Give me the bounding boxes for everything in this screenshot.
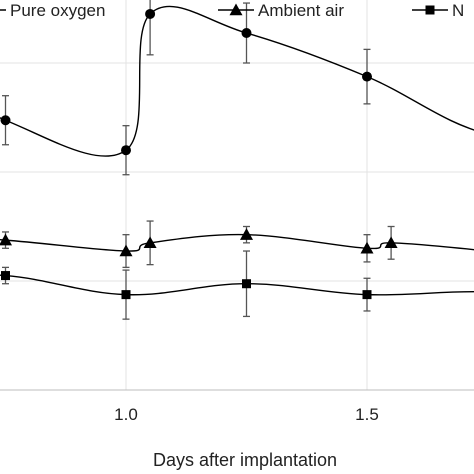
data-point [145, 8, 156, 19]
data-point [1, 271, 10, 281]
data-point [362, 290, 372, 300]
legend-label: N [452, 1, 464, 20]
legend-label: Ambient air [258, 1, 344, 20]
data-point [384, 236, 398, 249]
series-layer [0, 0, 474, 320]
data-point [240, 228, 253, 240]
x-tick-labels: 0.51.01.52.0 [114, 405, 379, 424]
data-point [0, 233, 12, 246]
data-point [119, 244, 133, 257]
data-point [360, 241, 374, 254]
data-point [121, 290, 131, 300]
legend-item: N [412, 1, 464, 20]
series-square [0, 250, 474, 320]
data-point [121, 145, 131, 156]
legend-item: Pure oxygen [0, 1, 105, 20]
legend: Pure oxygen Ambient air N [0, 1, 464, 20]
legend-marker [425, 5, 435, 15]
legend-label: Pure oxygen [10, 1, 105, 20]
series-circle [0, 0, 474, 176]
x-axis-title: Days after implantation [153, 450, 337, 470]
data-point [241, 28, 252, 39]
data-point [242, 279, 251, 289]
legend-marker [229, 3, 243, 16]
x-tick-label: 1.0 [114, 405, 138, 424]
series-triangle [0, 220, 474, 269]
data-point [0, 115, 11, 126]
data-point [143, 236, 157, 249]
data-point [362, 71, 372, 82]
x-tick-label: 1.5 [355, 405, 379, 424]
legend-item: Ambient air [218, 1, 344, 20]
